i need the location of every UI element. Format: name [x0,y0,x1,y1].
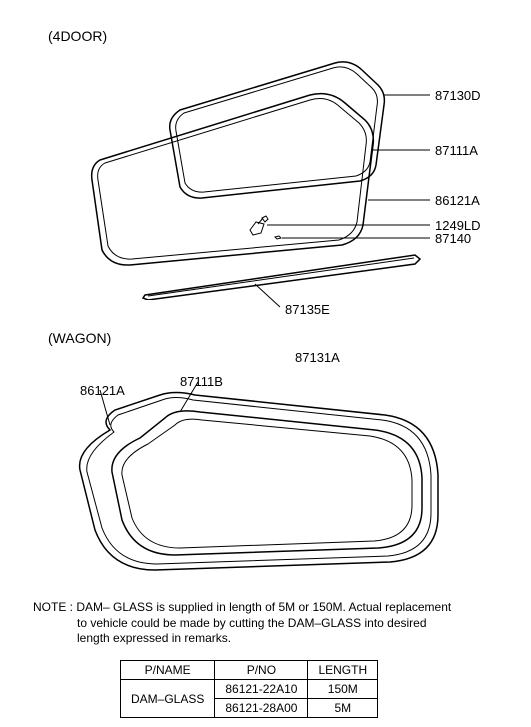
callout-87140: 87140 [435,231,471,246]
diagram-wagon [40,380,470,590]
note-prefix: NOTE : [33,600,73,614]
heading-wagon: (WAGON) [48,330,111,346]
td-pno: 86121-28A00 [215,699,308,718]
th-length: LENGTH [308,661,378,680]
note-line3: length expressed in remarks. [77,631,231,647]
diagram-4door [30,40,490,300]
th-pname: P/NAME [121,661,215,680]
td-length: 150M [308,680,378,699]
note-line2: to vehicle could be made by cutting the … [77,616,427,632]
note-line1: DAM– GLASS is supplied in length of 5M o… [76,600,451,614]
td-length: 5M [308,699,378,718]
callout-86121A-top: 86121A [435,193,480,208]
callout-87131A: 87131A [295,350,340,365]
table-header-row: P/NAME P/NO LENGTH [121,661,378,680]
callout-87111A: 87111A [435,143,478,158]
td-pname: DAM–GLASS [121,680,215,718]
note-block: NOTE : DAM– GLASS is supplied in length … [33,600,503,647]
th-pno: P/NO [215,661,308,680]
leader-87135E [250,282,300,312]
table-row: DAM–GLASS 86121-22A10 150M [121,680,378,699]
callout-87130D: 87130D [435,88,481,103]
dam-glass-table: P/NAME P/NO LENGTH DAM–GLASS 86121-22A10… [120,660,378,718]
td-pno: 86121-22A10 [215,680,308,699]
